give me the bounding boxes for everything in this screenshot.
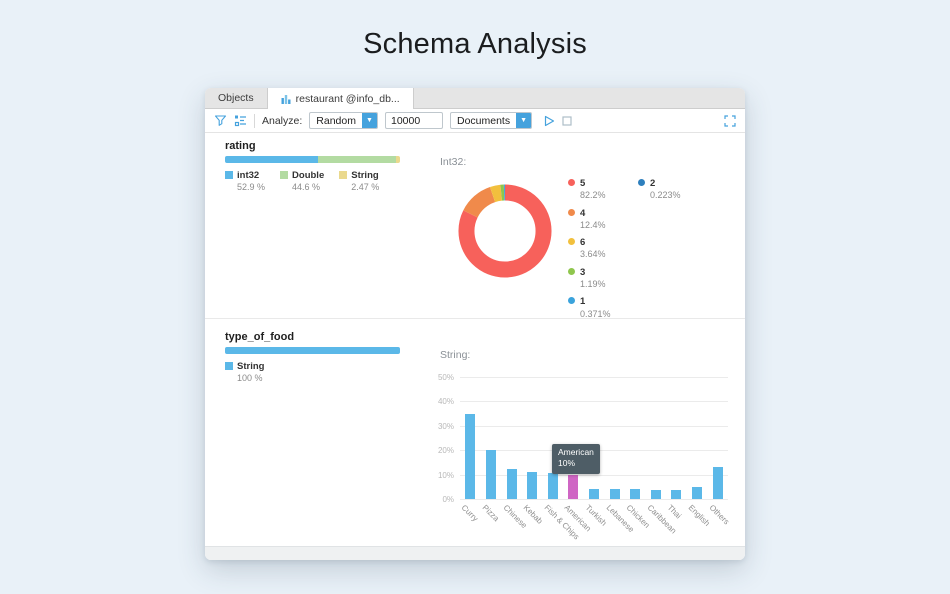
chart-bar-others[interactable] <box>712 467 723 499</box>
x-axis-label: Curry <box>459 503 481 524</box>
type-bar-segment[interactable] <box>395 156 400 163</box>
type-bar-segment[interactable] <box>225 156 318 163</box>
unit-select[interactable]: Documents ▼ <box>449 112 533 129</box>
tooltip-value: 10% <box>558 458 576 469</box>
toolbar-separator <box>254 113 255 128</box>
y-axis-tick-label: 10% <box>437 470 454 480</box>
legend-swatch <box>280 171 289 179</box>
donut-legend-item: 4 12.4% <box>568 208 611 232</box>
donut-chart <box>458 184 552 278</box>
toolbar: Analyze: Random ▼ Documents ▼ <box>205 109 745 133</box>
legend-dot <box>638 179 645 186</box>
legend-dot <box>568 179 575 186</box>
type-legend: String 100 % <box>225 361 264 385</box>
chart-bar-kebab[interactable] <box>527 472 538 499</box>
x-axis-label: Others <box>707 503 731 527</box>
stop-icon[interactable] <box>562 115 572 126</box>
chart-bar-chicken[interactable] <box>630 489 641 499</box>
bar-tooltip: American 10% <box>552 444 600 474</box>
legend-dot <box>568 208 575 216</box>
chart-bar-thai[interactable] <box>671 490 682 499</box>
chart-bar-pizza[interactable] <box>485 450 496 499</box>
chart-bar-chinese[interactable] <box>506 468 517 499</box>
donut-legend-column: 2 0.223% <box>638 178 681 208</box>
legend-swatch <box>225 362 233 370</box>
grid-line <box>460 377 728 378</box>
bar-chart-icon <box>281 94 291 104</box>
chevron-down-icon: ▼ <box>516 113 532 128</box>
sample-size-input[interactable] <box>384 112 443 129</box>
chart-bar-fish-chips[interactable] <box>547 473 558 499</box>
analyze-label: Analyze: <box>262 114 303 127</box>
tab-objects-label: Objects <box>218 92 254 104</box>
grid-line <box>460 474 728 476</box>
tooltip-label: American <box>558 447 594 457</box>
tab-bar: Objects restaurant @info_db... <box>205 88 745 109</box>
type-distribution-bar <box>225 347 400 354</box>
chart-bar-lebanese[interactable] <box>609 489 620 499</box>
y-axis-tick-label: 40% <box>437 397 454 407</box>
type-legend-item: Double 44.6 % <box>280 170 324 194</box>
filter-icon[interactable] <box>214 114 227 127</box>
type-distribution-bar <box>225 156 400 163</box>
legend-swatch <box>225 171 233 179</box>
grid-line <box>460 401 728 403</box>
tab-objects[interactable]: Objects <box>205 88 267 108</box>
y-axis-tick-label: 20% <box>437 446 454 456</box>
schema-content: rating int32 52.9 % Double 44.6 % String 2.47… <box>205 134 745 546</box>
donut-legend-item: 3 1.19% <box>568 267 611 291</box>
field-name: rating <box>225 140 256 152</box>
donut-legend-item: 6 3.64% <box>568 237 611 261</box>
fullscreen-icon[interactable] <box>724 114 736 127</box>
run-analysis-icon[interactable] <box>543 115 555 127</box>
x-axis-label: Thai <box>666 503 684 521</box>
detail-title: Int32: <box>440 156 467 168</box>
donut-slice[interactable] <box>458 184 552 278</box>
x-axis-label: English <box>686 503 712 528</box>
legend-swatch <box>339 171 348 179</box>
chevron-down-icon: ▼ <box>361 113 377 128</box>
donut-legend-item: 2 0.223% <box>638 178 681 202</box>
type-bar-segment[interactable] <box>317 156 396 163</box>
tab-collection[interactable]: restaurant @info_db... <box>266 88 414 109</box>
chart-bar-turkish[interactable] <box>589 489 599 499</box>
legend-dot <box>568 297 575 305</box>
donut-legend-item: 5 82.2% <box>568 178 611 202</box>
y-axis-tick-label: 50% <box>437 373 454 382</box>
status-bar <box>205 546 745 560</box>
chart-bar-american[interactable] <box>568 474 579 499</box>
x-axis-label: Pizza <box>480 503 501 524</box>
field-section-type-of-food: type_of_food String 100 % String: America… <box>205 318 745 546</box>
chart-bar-curry[interactable] <box>465 413 476 499</box>
grid-line <box>460 425 728 427</box>
app-window: Objects restaurant @info_db... Analyze: … <box>205 88 745 560</box>
donut-legend-item: 1 0.371% <box>568 296 611 320</box>
type-bar-segment[interactable] <box>225 347 400 354</box>
unit-value: Documents <box>456 114 511 127</box>
legend-dot <box>568 267 575 275</box>
bar-chart-plot: American 10% 0% 10% 20% 30% 40% 50% Curry Pizza… <box>438 373 731 541</box>
tab-collection-label: restaurant @info_db... <box>295 92 400 105</box>
schema-options-icon[interactable] <box>234 114 247 127</box>
chart-bar-caribbean[interactable] <box>650 490 661 499</box>
field-section-rating: rating int32 52.9 % Double 44.6 % String 2.47… <box>205 134 745 319</box>
y-axis-tick-label: 0% <box>442 495 454 504</box>
type-legend-item: int32 52.9 % <box>225 170 265 194</box>
donut-legend-column: 5 82.2% 4 12.4% 6 3.64% 3 1.19% 1 0.371% <box>568 178 611 326</box>
page-title: Schema Analysis <box>363 28 587 60</box>
detail-title: String: <box>440 349 471 361</box>
grid-line <box>460 499 728 500</box>
sample-mode-value: Random <box>316 114 356 127</box>
chart-bar-english[interactable] <box>692 486 703 499</box>
sample-mode-select[interactable]: Random ▼ <box>309 112 378 129</box>
y-axis-tick-label: 30% <box>437 421 454 431</box>
type-legend: int32 52.9 % Double 44.6 % String 2.47 % <box>225 170 379 194</box>
legend-dot <box>568 238 575 246</box>
type-legend-item: String 2.47 % <box>339 170 379 194</box>
type-legend-item: String 100 % <box>225 361 264 385</box>
field-name: type_of_food <box>225 331 295 343</box>
